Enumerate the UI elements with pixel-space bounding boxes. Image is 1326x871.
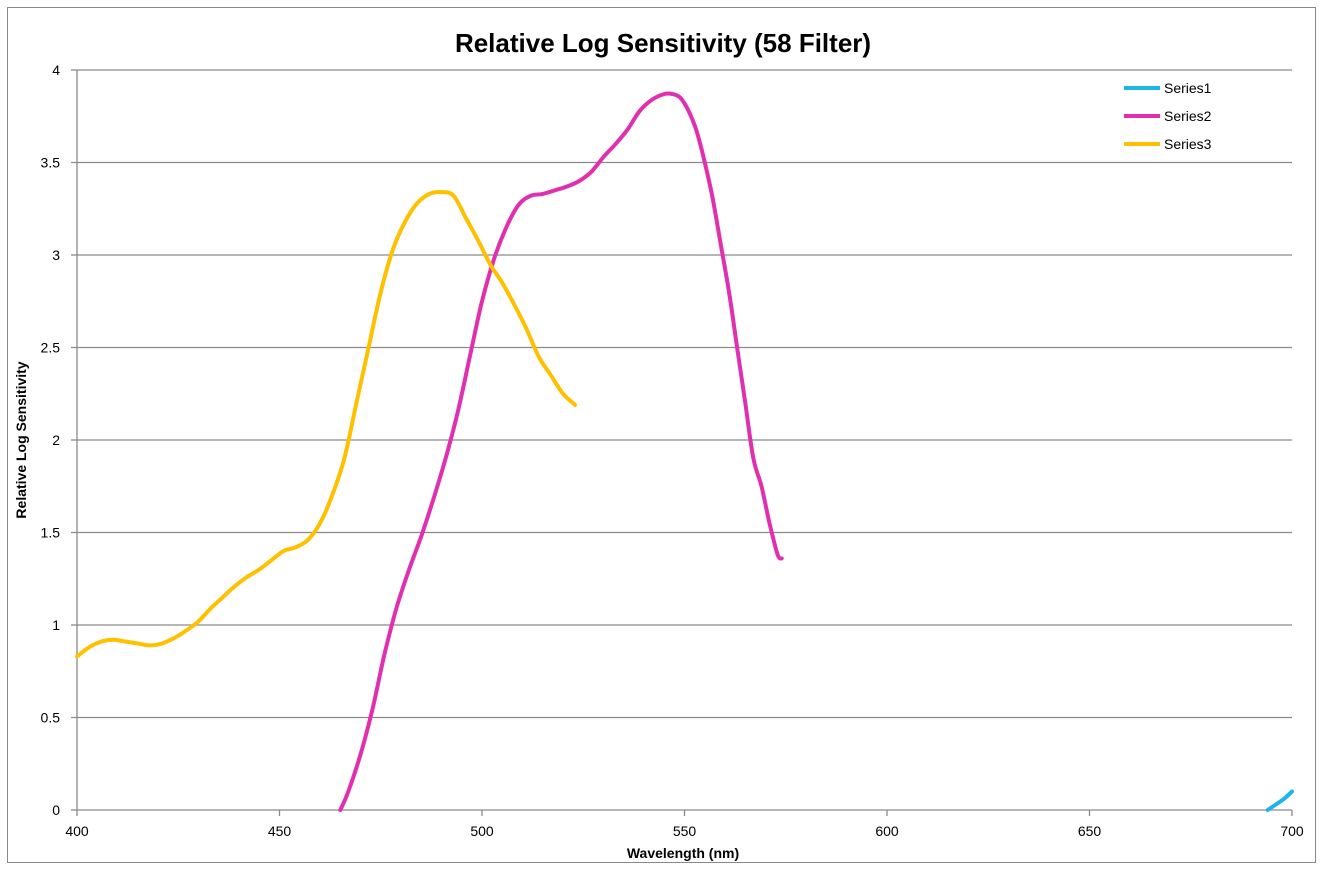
series-line-series3	[75, 190, 578, 659]
chart-frame	[7, 7, 1316, 863]
x-tick-label: 700	[1280, 823, 1304, 839]
legend-label: Series3	[1164, 136, 1212, 152]
y-tick-label: 3	[52, 247, 60, 263]
x-tick-label: 450	[268, 823, 292, 839]
series-line-series1	[1265, 789, 1294, 812]
legend: Series1 Series2 Series3	[1124, 80, 1212, 152]
y-tick-label: 1.5	[41, 525, 61, 541]
series-line-series2	[338, 91, 784, 812]
y-axis-label: Relative Log Sensitivity	[13, 361, 29, 518]
gridlines	[77, 69, 1292, 719]
y-tick-label: 3.5	[41, 155, 61, 171]
x-tick-label: 500	[470, 823, 494, 839]
x-tick-label: 600	[875, 823, 899, 839]
legend-label: Series1	[1164, 80, 1212, 96]
x-tick-label: 400	[65, 823, 89, 839]
legend-item-series3: Series3	[1124, 136, 1212, 152]
legend-label: Series2	[1164, 108, 1212, 124]
x-tick-label: 550	[673, 823, 697, 839]
x-axis-label: Wavelength (nm)	[627, 845, 739, 861]
y-tick-label: 0	[52, 802, 60, 818]
y-tick-label: 4	[52, 62, 60, 78]
series-lines	[75, 91, 1294, 812]
x-tick-label: 650	[1078, 823, 1102, 839]
y-tick-label: 0.5	[41, 710, 61, 726]
y-tick-label: 1	[52, 617, 60, 633]
y-tick-label: 2	[52, 432, 60, 448]
y-axis-ticks: 0 0.5 1 1.5 2 2.5 3 3.5 4	[41, 62, 77, 818]
legend-item-series2: Series2	[1124, 108, 1212, 124]
y-tick-label: 2.5	[41, 340, 61, 356]
legend-item-series1: Series1	[1124, 80, 1212, 96]
chart-title: Relative Log Sensitivity (58 Filter)	[455, 28, 871, 58]
x-axis-ticks: 400 450 500 550 600 650 700	[65, 810, 1304, 839]
